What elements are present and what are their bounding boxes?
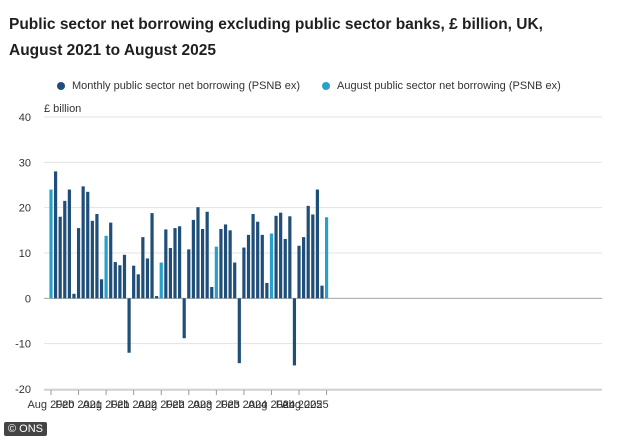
x-tick-label: Feb 2021 <box>55 399 101 411</box>
bar <box>178 226 182 299</box>
chart-title-line-1: Public sector net borrowing excluding pu… <box>9 16 543 33</box>
bar <box>237 298 241 364</box>
bar <box>302 237 306 299</box>
bar <box>219 228 223 299</box>
legend-swatch-august <box>322 82 330 90</box>
bar <box>320 285 324 299</box>
bar <box>132 265 136 299</box>
bar <box>173 228 177 299</box>
bar <box>164 229 168 299</box>
y-tick-label: 0 <box>25 293 31 305</box>
y-tick-label: 20 <box>19 203 31 215</box>
x-tick-label: Feb 2022 <box>110 399 156 411</box>
bar <box>53 171 58 299</box>
y-axis-label: £ billion <box>44 103 82 115</box>
x-tick-label: Aug 2020 <box>27 399 74 411</box>
bar <box>113 262 117 299</box>
bar <box>246 234 251 299</box>
bar <box>182 298 186 339</box>
bar <box>265 282 269 299</box>
x-tick-label: Feb 2023 <box>166 399 212 411</box>
x-tick-label: Feb 2025 <box>276 399 322 411</box>
x-tick-label: Aug 2025 <box>281 399 328 411</box>
bar <box>72 293 76 299</box>
bar <box>191 219 195 299</box>
chart-title: Public sector net borrowing excluding pu… <box>9 12 619 64</box>
bar <box>136 274 140 299</box>
x-tick-label: Aug 2021 <box>83 399 130 411</box>
x-tick-label: Aug 2023 <box>193 399 240 411</box>
bar <box>109 222 113 299</box>
bar <box>256 221 260 299</box>
legend-item-monthly: Monthly public sector net borrowing (PSN… <box>57 80 300 92</box>
bar <box>196 207 200 299</box>
bar <box>279 212 283 299</box>
bar <box>315 189 319 299</box>
source-footer: © ONS <box>4 422 47 436</box>
bar <box>104 235 108 299</box>
x-tick-label: Feb 2024 <box>221 399 267 411</box>
bar <box>311 214 315 299</box>
x-tick-label: Aug 2024 <box>248 399 295 411</box>
bar <box>260 234 264 299</box>
bar <box>205 211 209 299</box>
bar <box>233 262 237 299</box>
bar <box>306 205 310 299</box>
bar <box>283 238 287 299</box>
legend-label-monthly: Monthly public sector net borrowing (PSN… <box>72 80 301 92</box>
bar <box>223 224 228 299</box>
bar <box>63 200 67 299</box>
bar <box>76 228 81 299</box>
bar <box>118 265 122 299</box>
bar <box>67 189 71 299</box>
bar <box>159 262 163 299</box>
y-tick-label: 30 <box>19 157 31 169</box>
bar <box>187 249 191 299</box>
y-tick-label: -10 <box>15 339 31 351</box>
bar <box>95 214 99 299</box>
bar <box>150 213 154 299</box>
bar <box>292 298 297 366</box>
bar <box>90 220 94 299</box>
bar <box>99 279 104 299</box>
legend-item-august: August public sector net borrowing (PSNB… <box>322 80 561 92</box>
bar <box>269 233 274 299</box>
bar <box>145 258 150 299</box>
bar <box>127 298 131 353</box>
bar <box>214 246 218 299</box>
x-tick-label: Aug 2022 <box>138 399 185 411</box>
chart-title-line-2: August 2021 to August 2025 <box>9 42 217 59</box>
bar <box>168 248 173 299</box>
bar <box>324 217 329 299</box>
legend-swatch-monthly <box>57 82 65 90</box>
legend-label-august: August public sector net borrowing (PSNB… <box>337 80 561 92</box>
bar <box>210 287 214 299</box>
bar <box>288 216 292 299</box>
bar <box>81 186 85 299</box>
bar <box>141 237 145 299</box>
y-tick-label: 10 <box>19 248 31 260</box>
bar <box>274 215 278 299</box>
bar <box>155 296 159 299</box>
bar <box>58 216 62 299</box>
chart-legend: Monthly public sector net borrowing (PSN… <box>0 80 634 96</box>
bar <box>122 254 127 299</box>
bar <box>86 191 90 299</box>
bar <box>49 189 53 299</box>
bar <box>228 230 232 299</box>
y-tick-label: 40 <box>19 112 31 124</box>
bar <box>251 214 255 299</box>
y-tick-label: -20 <box>15 384 31 396</box>
bar <box>297 245 301 299</box>
bar <box>200 228 205 299</box>
bar <box>242 247 246 299</box>
